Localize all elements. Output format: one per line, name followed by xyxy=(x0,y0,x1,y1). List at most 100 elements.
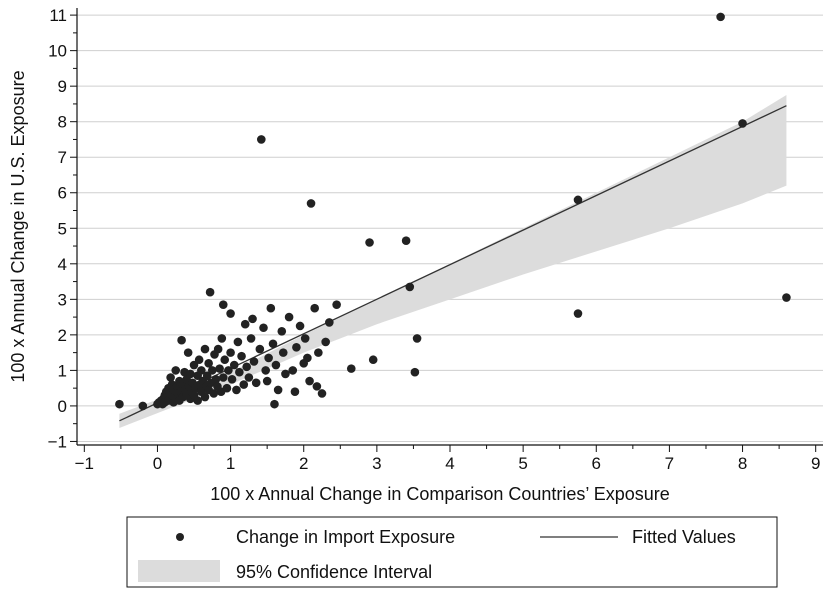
data-point xyxy=(306,199,316,208)
data-point xyxy=(290,387,300,397)
x-tick-label: 9 xyxy=(811,454,820,473)
data-point xyxy=(239,380,249,389)
data-point xyxy=(242,362,251,372)
data-point xyxy=(251,378,261,388)
data-point xyxy=(738,119,747,128)
y-tick-label: 5 xyxy=(58,219,67,238)
data-point xyxy=(226,348,235,357)
data-point xyxy=(222,383,232,393)
data-point xyxy=(226,309,235,318)
fit-line-layer xyxy=(119,105,787,422)
data-point xyxy=(227,374,237,384)
data-point xyxy=(240,319,250,329)
data-point xyxy=(233,337,243,347)
y-tick-label: 2 xyxy=(58,326,67,345)
data-point xyxy=(368,355,378,365)
data-point xyxy=(310,303,319,313)
data-point xyxy=(257,135,266,144)
data-point xyxy=(217,334,227,343)
data-point xyxy=(295,321,305,331)
y-tick-label: 6 xyxy=(58,184,67,203)
y-tick-label: 1 xyxy=(58,361,67,380)
data-point xyxy=(218,373,228,382)
y-tick-label: 0 xyxy=(58,397,67,416)
data-point xyxy=(277,327,287,336)
data-point xyxy=(264,353,273,363)
data-point xyxy=(288,366,298,375)
data-point xyxy=(321,337,330,347)
data-point xyxy=(317,389,327,398)
data-point xyxy=(305,376,314,386)
x-tick-label: 1 xyxy=(226,454,235,473)
data-point xyxy=(218,300,228,309)
data-point xyxy=(194,355,204,365)
data-point xyxy=(138,401,148,411)
data-point xyxy=(204,358,213,368)
y-tick-label: 3 xyxy=(58,290,67,309)
data-point xyxy=(292,342,301,352)
x-axis-title: 100 x Annual Change in Comparison Countr… xyxy=(210,484,670,504)
data-point xyxy=(244,373,254,382)
confidence-band xyxy=(119,95,787,428)
data-point xyxy=(189,360,199,370)
legend-label-confidence-interval: 95% Confidence Interval xyxy=(236,562,432,582)
x-tick-label: 3 xyxy=(372,454,381,473)
y-tick-label: −1 xyxy=(48,432,67,451)
data-point xyxy=(273,385,283,395)
data-points-layer xyxy=(115,12,791,411)
data-point xyxy=(255,344,265,354)
data-point xyxy=(232,385,241,395)
legend-band-symbol xyxy=(138,560,220,582)
data-point xyxy=(405,282,415,292)
data-point xyxy=(266,303,276,313)
data-point xyxy=(259,323,268,333)
confidence-band-layer xyxy=(119,95,787,428)
data-point xyxy=(573,195,583,205)
data-point xyxy=(237,351,246,361)
y-tick-label: 9 xyxy=(58,77,67,96)
data-point xyxy=(200,392,210,402)
y-tick-label: 10 xyxy=(48,42,67,61)
data-point xyxy=(183,348,193,357)
x-tick-label: 7 xyxy=(665,454,674,473)
data-point xyxy=(249,357,259,366)
data-point xyxy=(303,353,312,363)
x-tick-label: 4 xyxy=(445,454,454,473)
data-point xyxy=(365,238,374,247)
legend-label-fitted-values: Fitted Values xyxy=(632,527,736,547)
data-point xyxy=(401,236,411,246)
legend-label-import-exposure: Change in Import Exposure xyxy=(236,527,455,547)
data-point xyxy=(410,367,420,377)
data-point xyxy=(211,374,221,384)
data-point xyxy=(284,312,294,322)
y-tick-label: 4 xyxy=(58,255,67,274)
legend-box xyxy=(126,516,778,588)
data-point xyxy=(246,334,256,343)
data-point xyxy=(186,369,195,379)
data-point xyxy=(782,293,791,302)
data-point xyxy=(193,396,202,405)
data-point xyxy=(573,309,583,318)
x-tick-label: 2 xyxy=(299,454,308,473)
data-point xyxy=(332,300,341,309)
data-point xyxy=(325,318,334,327)
fitted-line xyxy=(119,105,787,422)
data-point xyxy=(300,334,310,343)
data-point xyxy=(209,389,219,398)
data-point xyxy=(171,366,181,375)
x-tick-label: 0 xyxy=(153,454,162,473)
data-point xyxy=(248,314,257,324)
data-point xyxy=(215,364,224,373)
legend: Change in Import Exposure Fitted Values … xyxy=(126,516,778,588)
x-tick-label: 5 xyxy=(518,454,527,473)
data-point xyxy=(412,334,422,343)
y-tick-label: 7 xyxy=(58,148,67,167)
data-point xyxy=(220,355,230,365)
y-tick-label: 11 xyxy=(49,6,67,25)
data-point xyxy=(314,348,323,357)
data-point xyxy=(346,364,356,373)
data-point xyxy=(224,366,233,375)
data-point xyxy=(200,344,210,354)
data-point xyxy=(213,344,223,354)
data-point xyxy=(235,367,244,377)
